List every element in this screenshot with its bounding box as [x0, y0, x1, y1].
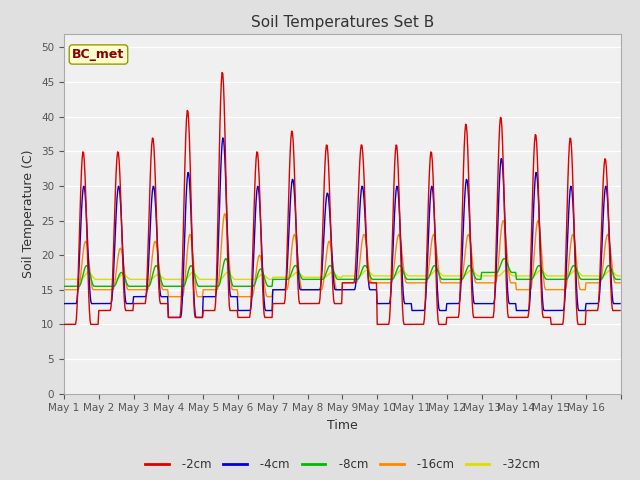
Y-axis label: Soil Temperature (C): Soil Temperature (C) [22, 149, 35, 278]
Legend:  -2cm,  -4cm,  -8cm,  -16cm,  -32cm: -2cm, -4cm, -8cm, -16cm, -32cm [140, 454, 545, 476]
X-axis label: Time: Time [327, 419, 358, 432]
Text: BC_met: BC_met [72, 48, 125, 61]
Title: Soil Temperatures Set B: Soil Temperatures Set B [251, 15, 434, 30]
